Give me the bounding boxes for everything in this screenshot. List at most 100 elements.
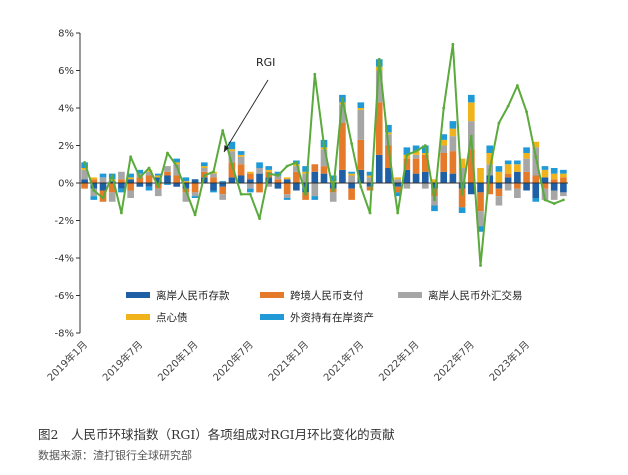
rgi-point — [156, 185, 160, 189]
bar-segment — [477, 226, 484, 232]
x-tick-label: 2019年1月 — [44, 338, 90, 384]
rgi-point — [184, 189, 188, 192]
bar-segment — [560, 192, 567, 197]
bar-segment — [210, 173, 217, 178]
bar-segment — [366, 171, 374, 176]
bar-segment — [283, 194, 291, 198]
y-tick-label: -4% — [55, 254, 74, 265]
bar-segment — [127, 177, 134, 180]
rgi-point — [239, 192, 243, 196]
bar-segment — [302, 192, 309, 200]
bar-segment — [219, 181, 227, 183]
bar-segment — [247, 173, 254, 180]
bar-segment — [283, 183, 291, 195]
legend-label: 离岸人民币外汇交易 — [428, 289, 523, 302]
rgi-point — [120, 211, 123, 215]
bar-segment — [237, 175, 245, 183]
bar-segment — [136, 177, 144, 183]
y-tick-label: -2% — [55, 216, 74, 227]
bar-segment — [394, 192, 401, 197]
rgi-point — [488, 168, 492, 172]
rgi-point — [175, 164, 179, 168]
data-source: 数据来源：渣打银行全球研究部 — [38, 449, 192, 462]
bar-segment — [108, 181, 116, 183]
bar-segment — [514, 160, 521, 165]
bar-segment — [228, 162, 236, 178]
bar-segment — [339, 123, 346, 170]
bar-segment — [421, 153, 429, 155]
bar-segment — [200, 162, 208, 167]
bar-segment — [164, 171, 171, 176]
bar-segment — [256, 173, 263, 183]
rgi-point — [359, 185, 363, 189]
bar-segment — [421, 154, 429, 172]
bar-segment — [311, 171, 319, 183]
rgi-point — [92, 189, 96, 192]
rgi-point — [469, 134, 473, 138]
bar-segment — [458, 168, 466, 183]
bar-segment — [247, 179, 254, 183]
x-tick-label: 2022年1月 — [376, 338, 422, 384]
rgi-point — [285, 164, 289, 168]
rgi-point — [543, 198, 547, 202]
bar-segment — [154, 173, 162, 176]
bar-segment — [145, 186, 153, 191]
bar-segment — [191, 179, 199, 183]
bar-segment — [375, 70, 383, 103]
bar-segment — [495, 166, 503, 172]
bar-segment — [99, 183, 107, 191]
bar-segment — [532, 175, 540, 183]
bar-segment — [523, 183, 530, 191]
bar-segment — [210, 177, 217, 183]
bar-segment — [560, 169, 567, 174]
bar-segment — [302, 166, 309, 172]
bar-segment — [412, 158, 420, 174]
bar-segment — [495, 171, 503, 183]
bar-segment — [256, 162, 263, 168]
rgi-point — [304, 192, 307, 196]
bar-segment — [348, 173, 355, 176]
figure-caption: 图2 人民币环球指数（RGI）各项组成对RGI月环比变化的贡献 — [38, 427, 395, 442]
bar-segment — [118, 179, 125, 183]
bar-segment — [458, 188, 466, 208]
rgi-point — [460, 192, 464, 196]
bar-segment — [173, 158, 180, 163]
rgi-annotation-label: RGI — [256, 56, 275, 69]
bar-segment — [550, 168, 558, 174]
rgi-point — [267, 172, 271, 176]
rgi-point — [561, 198, 565, 202]
bar-segment — [274, 175, 282, 180]
bar-segment — [504, 183, 512, 191]
rgi-point — [276, 174, 280, 177]
bar-segment — [145, 171, 153, 176]
bar-segment — [311, 164, 319, 172]
bar-segment — [228, 177, 236, 183]
bar-segment — [541, 188, 549, 200]
bar-segment — [403, 158, 411, 170]
bar-segment — [320, 173, 328, 183]
bar-segment — [477, 192, 484, 212]
bar-segment — [265, 177, 273, 183]
bar-segment — [357, 108, 365, 110]
bar-segment — [394, 186, 401, 193]
rgi-point — [322, 144, 326, 147]
bar-segment — [431, 205, 438, 212]
bar-segment — [274, 179, 282, 183]
bar-segment — [81, 179, 88, 183]
legend-swatch — [126, 292, 150, 298]
bar-segment — [265, 183, 273, 187]
bar-segment — [495, 196, 503, 206]
bar-segment — [127, 179, 134, 183]
bar-segment — [523, 158, 530, 172]
bar-segment — [274, 171, 282, 176]
bar-segment — [486, 145, 494, 153]
annotation-arrow — [223, 79, 269, 153]
bar-segment — [541, 169, 549, 178]
bar-segment — [191, 192, 199, 197]
x-tick-label: 2020年7月 — [210, 338, 256, 384]
bar-segment — [550, 183, 558, 191]
bar-segment — [357, 102, 365, 108]
bar-segment — [329, 192, 337, 202]
rgi-point — [350, 142, 354, 146]
bar-segment — [385, 168, 392, 183]
